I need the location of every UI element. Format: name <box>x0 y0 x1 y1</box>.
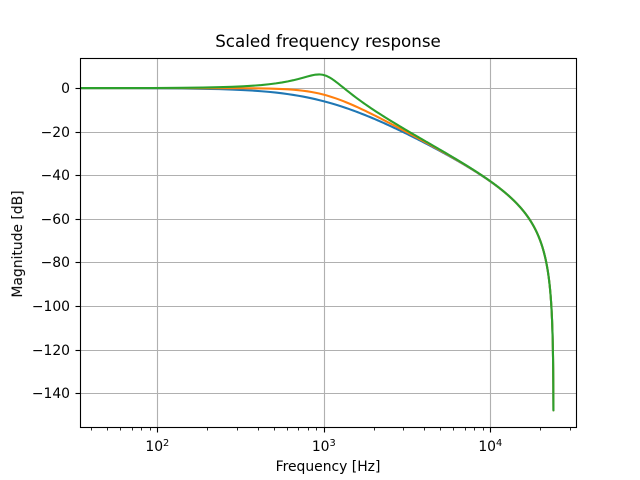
axes-spines <box>79 57 578 429</box>
x-tick-label-base: 10 <box>311 439 330 456</box>
x-tick-label-exponent: 4 <box>496 438 503 449</box>
y-tick-label: −120 <box>31 342 70 359</box>
x-tick-label: 102 <box>145 438 170 456</box>
y-tick-label: −140 <box>31 386 70 403</box>
y-tick-label: 0 <box>61 81 70 98</box>
series-line-series-1 <box>80 87 555 412</box>
grid-lines <box>80 58 577 428</box>
x-axis-label: Frequency [Hz] <box>275 458 381 475</box>
x-tick-label-exponent: 2 <box>163 438 170 449</box>
x-tick-label-base: 10 <box>478 439 497 456</box>
x-tick-label: 104 <box>478 438 503 456</box>
x-tick-label-base: 10 <box>145 439 164 456</box>
x-tick-label-exponent: 3 <box>329 438 336 449</box>
y-tick-label: −40 <box>40 168 70 185</box>
y-tick-label: −100 <box>31 299 70 316</box>
series-line-series-3 <box>80 73 555 412</box>
y-tick-label: −60 <box>40 211 70 228</box>
series-line-series-2 <box>80 87 555 412</box>
axis-ticks <box>75 87 492 433</box>
x-minor-ticks <box>91 427 571 431</box>
y-tick-label: −20 <box>40 124 70 141</box>
chart-title: Scaled frequency response <box>215 30 441 51</box>
y-axis-label-text: Magnitude [dB] <box>10 190 27 298</box>
y-tick-label: −80 <box>40 255 70 272</box>
x-tick-label: 103 <box>311 438 336 456</box>
data-series-lines <box>80 73 555 412</box>
